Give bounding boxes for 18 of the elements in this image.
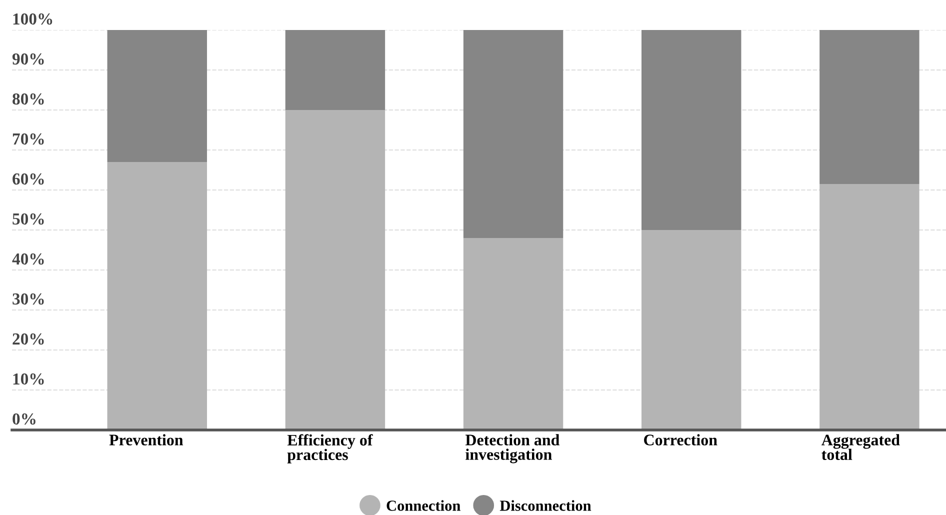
y-tick-label: 90% xyxy=(12,53,44,65)
x-tick-label: Aggregated total xyxy=(822,434,900,460)
y-tick-label: 30% xyxy=(12,293,44,305)
y-tick-label: 100% xyxy=(13,13,52,25)
y-tick-label: 20% xyxy=(12,333,44,345)
y-tick-label: 70% xyxy=(12,133,44,145)
x-tick-label: Correction xyxy=(644,434,718,446)
y-tick-label: 50% xyxy=(12,213,44,225)
y-tick-label: 60% xyxy=(12,173,44,185)
y-tick-label: 0% xyxy=(12,413,36,425)
y-tick-label: 40% xyxy=(12,253,44,265)
y-tick-label: 10% xyxy=(13,373,44,385)
x-tick-label: Efficiency of practices xyxy=(287,434,373,464)
y-tick-label: 80% xyxy=(12,93,44,105)
legend-label: Connection xyxy=(386,500,460,511)
x-tick-label: Detection and investigation xyxy=(465,434,560,464)
legend-label: Disconnection xyxy=(500,500,592,511)
x-tick-label: Prevention xyxy=(109,434,184,446)
